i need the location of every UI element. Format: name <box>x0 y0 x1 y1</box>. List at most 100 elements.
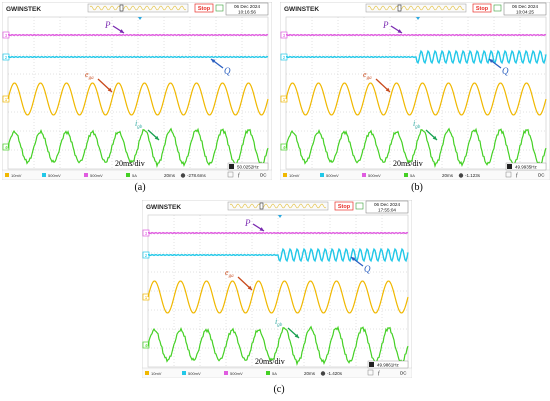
dc-label: DC <box>400 371 407 376</box>
timebase-readout: 20ms <box>304 371 316 376</box>
caption-c: (c) <box>273 384 285 395</box>
arrow-e-head <box>107 87 112 92</box>
label-i-sub: gb <box>415 125 421 130</box>
label-i: igb <box>135 119 143 130</box>
ch3-swatch <box>362 173 366 177</box>
screen-grid <box>148 215 408 367</box>
channel-marker-label: 4 <box>145 343 148 348</box>
trace-q <box>285 49 547 65</box>
freq-readout: 49.9935Hz <box>515 165 538 170</box>
channel-marker-label: 3 <box>5 33 8 38</box>
ch1-label: 10mV <box>11 173 22 178</box>
channel-marker <box>280 143 288 151</box>
arrow-i-head <box>154 135 159 140</box>
arrow-i-head <box>432 135 437 140</box>
ch2-label: 500mV <box>48 173 61 178</box>
dc-label: DC <box>260 173 267 178</box>
offset-readout: -1.123s <box>465 173 481 178</box>
ch1-swatch <box>145 371 149 375</box>
timeline-preview <box>367 5 465 11</box>
ch4-label: 5A <box>272 371 277 376</box>
label-p: P <box>382 20 389 30</box>
trace-p <box>147 231 409 235</box>
time-text: 10:04:25 <box>516 10 534 15</box>
stop-badge <box>334 201 354 211</box>
trigger-icon <box>355 202 364 210</box>
time-text: 10:16:56 <box>238 10 256 15</box>
label-i: igb <box>413 119 421 130</box>
timebase-label: 20ms/div <box>255 357 285 366</box>
timeline-cursor <box>119 4 124 12</box>
ch3-swatch <box>84 173 88 177</box>
date-text: 06 Dec 2024 <box>234 4 260 9</box>
channel-marker-label: 4 <box>5 145 8 150</box>
offset-icon <box>458 173 464 178</box>
ch4-swatch <box>126 173 130 177</box>
freq-icon <box>507 164 512 169</box>
ch4-swatch <box>266 371 270 375</box>
arrow-p-head <box>119 29 124 33</box>
freq-box <box>505 162 547 171</box>
label-i: igb <box>275 317 283 328</box>
timeline-preview <box>229 203 327 209</box>
freq-readout: 49.9861Hz <box>377 363 400 368</box>
channel-marker <box>142 341 150 349</box>
ch3-label: 500mV <box>230 371 243 376</box>
trace-q <box>147 247 409 263</box>
channel-marker <box>2 95 10 103</box>
label-i-sub: gb <box>137 125 143 130</box>
offset-icon <box>180 173 186 178</box>
label-q: Q <box>364 264 371 274</box>
trace-e <box>285 82 547 116</box>
trace-e <box>7 82 269 116</box>
clock-box <box>503 2 547 16</box>
freq-box <box>227 162 269 171</box>
channel-marker-label: 1 <box>145 295 148 300</box>
timeline-cursor <box>259 202 264 210</box>
coupling-icon <box>505 171 512 178</box>
ch1-label: 10mV <box>289 173 300 178</box>
label-e-sub: ga <box>367 76 373 81</box>
timebase-readout: 20ms <box>164 173 176 178</box>
trace-p <box>7 33 269 37</box>
stop-label: Stop <box>476 6 489 12</box>
trace-i <box>285 127 547 169</box>
brand-logo: GWINSTEK <box>6 6 41 13</box>
caption-b: (b) <box>411 182 423 193</box>
arrow-q-head <box>489 59 494 63</box>
label-q: Q <box>502 66 509 76</box>
arrow-p-head <box>259 227 264 231</box>
ch1-label: 10mV <box>151 371 162 376</box>
label-p: P <box>244 218 251 228</box>
trace-i <box>7 127 269 169</box>
label-q: Q <box>224 66 231 76</box>
channel-marker-label: 1 <box>283 97 286 102</box>
trace-i <box>147 325 409 367</box>
timeline-preview <box>89 5 187 11</box>
stop-label: Stop <box>338 204 351 210</box>
trace-e <box>147 280 409 314</box>
channel-marker-label: 4 <box>283 145 286 150</box>
arrow-q-head <box>211 59 216 63</box>
clock-box <box>225 2 269 16</box>
screen-grid <box>8 17 268 169</box>
stop-badge <box>194 3 214 13</box>
ch2-swatch <box>42 173 46 177</box>
dc-label: DC <box>538 173 545 178</box>
freq-readout: 50.0252Hz <box>237 165 260 170</box>
channel-marker <box>280 95 288 103</box>
channel-marker-label: 3 <box>283 33 286 38</box>
coupling-icon <box>227 171 234 178</box>
brand-logo: GWINSTEK <box>284 6 319 13</box>
stop-badge <box>472 3 492 13</box>
channel-marker-label: 2 <box>283 55 286 60</box>
timeline-cursor <box>397 4 402 12</box>
timebase-readout: 20ms <box>442 173 454 178</box>
bottom-bar <box>280 169 550 180</box>
slope-icon: f <box>516 174 518 179</box>
label-i-sub: gb <box>277 323 283 328</box>
channel-marker-label: 1 <box>5 97 8 102</box>
